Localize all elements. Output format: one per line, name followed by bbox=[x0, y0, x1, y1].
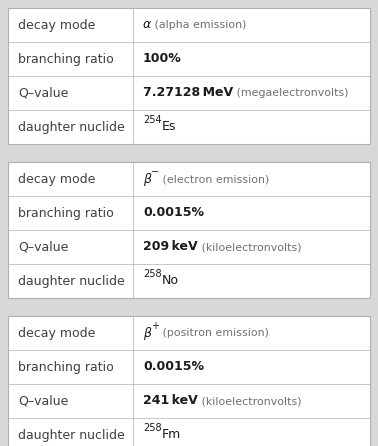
Text: β: β bbox=[143, 326, 151, 339]
Text: branching ratio: branching ratio bbox=[18, 360, 114, 373]
Bar bbox=[8, 8, 370, 144]
Text: branching ratio: branching ratio bbox=[18, 206, 114, 219]
Text: Fm: Fm bbox=[162, 429, 181, 442]
Text: Q–value: Q–value bbox=[18, 240, 68, 253]
Text: (kiloelectronvolts): (kiloelectronvolts) bbox=[198, 242, 301, 252]
Bar bbox=[8, 316, 370, 446]
Text: Q–value: Q–value bbox=[18, 395, 68, 408]
Text: 258: 258 bbox=[143, 268, 162, 278]
Bar bbox=[8, 316, 370, 446]
Text: branching ratio: branching ratio bbox=[18, 53, 114, 66]
Text: 0.0015%: 0.0015% bbox=[143, 360, 204, 373]
Text: (kiloelectronvolts): (kiloelectronvolts) bbox=[198, 396, 301, 406]
Text: α: α bbox=[143, 18, 151, 32]
Text: 254: 254 bbox=[143, 115, 162, 124]
Text: decay mode: decay mode bbox=[18, 326, 95, 339]
Text: 0.0015%: 0.0015% bbox=[143, 206, 204, 219]
Bar bbox=[8, 162, 370, 298]
Text: decay mode: decay mode bbox=[18, 173, 95, 186]
Text: 258: 258 bbox=[143, 422, 162, 433]
Text: (electron emission): (electron emission) bbox=[159, 174, 270, 184]
Text: β: β bbox=[143, 173, 151, 186]
Text: Es: Es bbox=[162, 120, 176, 133]
Bar bbox=[8, 8, 370, 144]
Text: −: − bbox=[151, 166, 159, 177]
Text: decay mode: decay mode bbox=[18, 18, 95, 32]
Bar bbox=[8, 162, 370, 298]
Text: 209 keV: 209 keV bbox=[143, 240, 198, 253]
Text: (positron emission): (positron emission) bbox=[159, 328, 269, 338]
Text: 100%: 100% bbox=[143, 53, 182, 66]
Text: daughter nuclide: daughter nuclide bbox=[18, 120, 125, 133]
Text: 241 keV: 241 keV bbox=[143, 395, 198, 408]
Text: No: No bbox=[162, 274, 179, 288]
Text: +: + bbox=[151, 321, 159, 330]
Text: (megaelectronvolts): (megaelectronvolts) bbox=[233, 88, 349, 98]
Text: Q–value: Q–value bbox=[18, 87, 68, 99]
Text: daughter nuclide: daughter nuclide bbox=[18, 274, 125, 288]
Text: (alpha emission): (alpha emission) bbox=[151, 20, 246, 30]
Text: daughter nuclide: daughter nuclide bbox=[18, 429, 125, 442]
Text: 7.27128 MeV: 7.27128 MeV bbox=[143, 87, 233, 99]
